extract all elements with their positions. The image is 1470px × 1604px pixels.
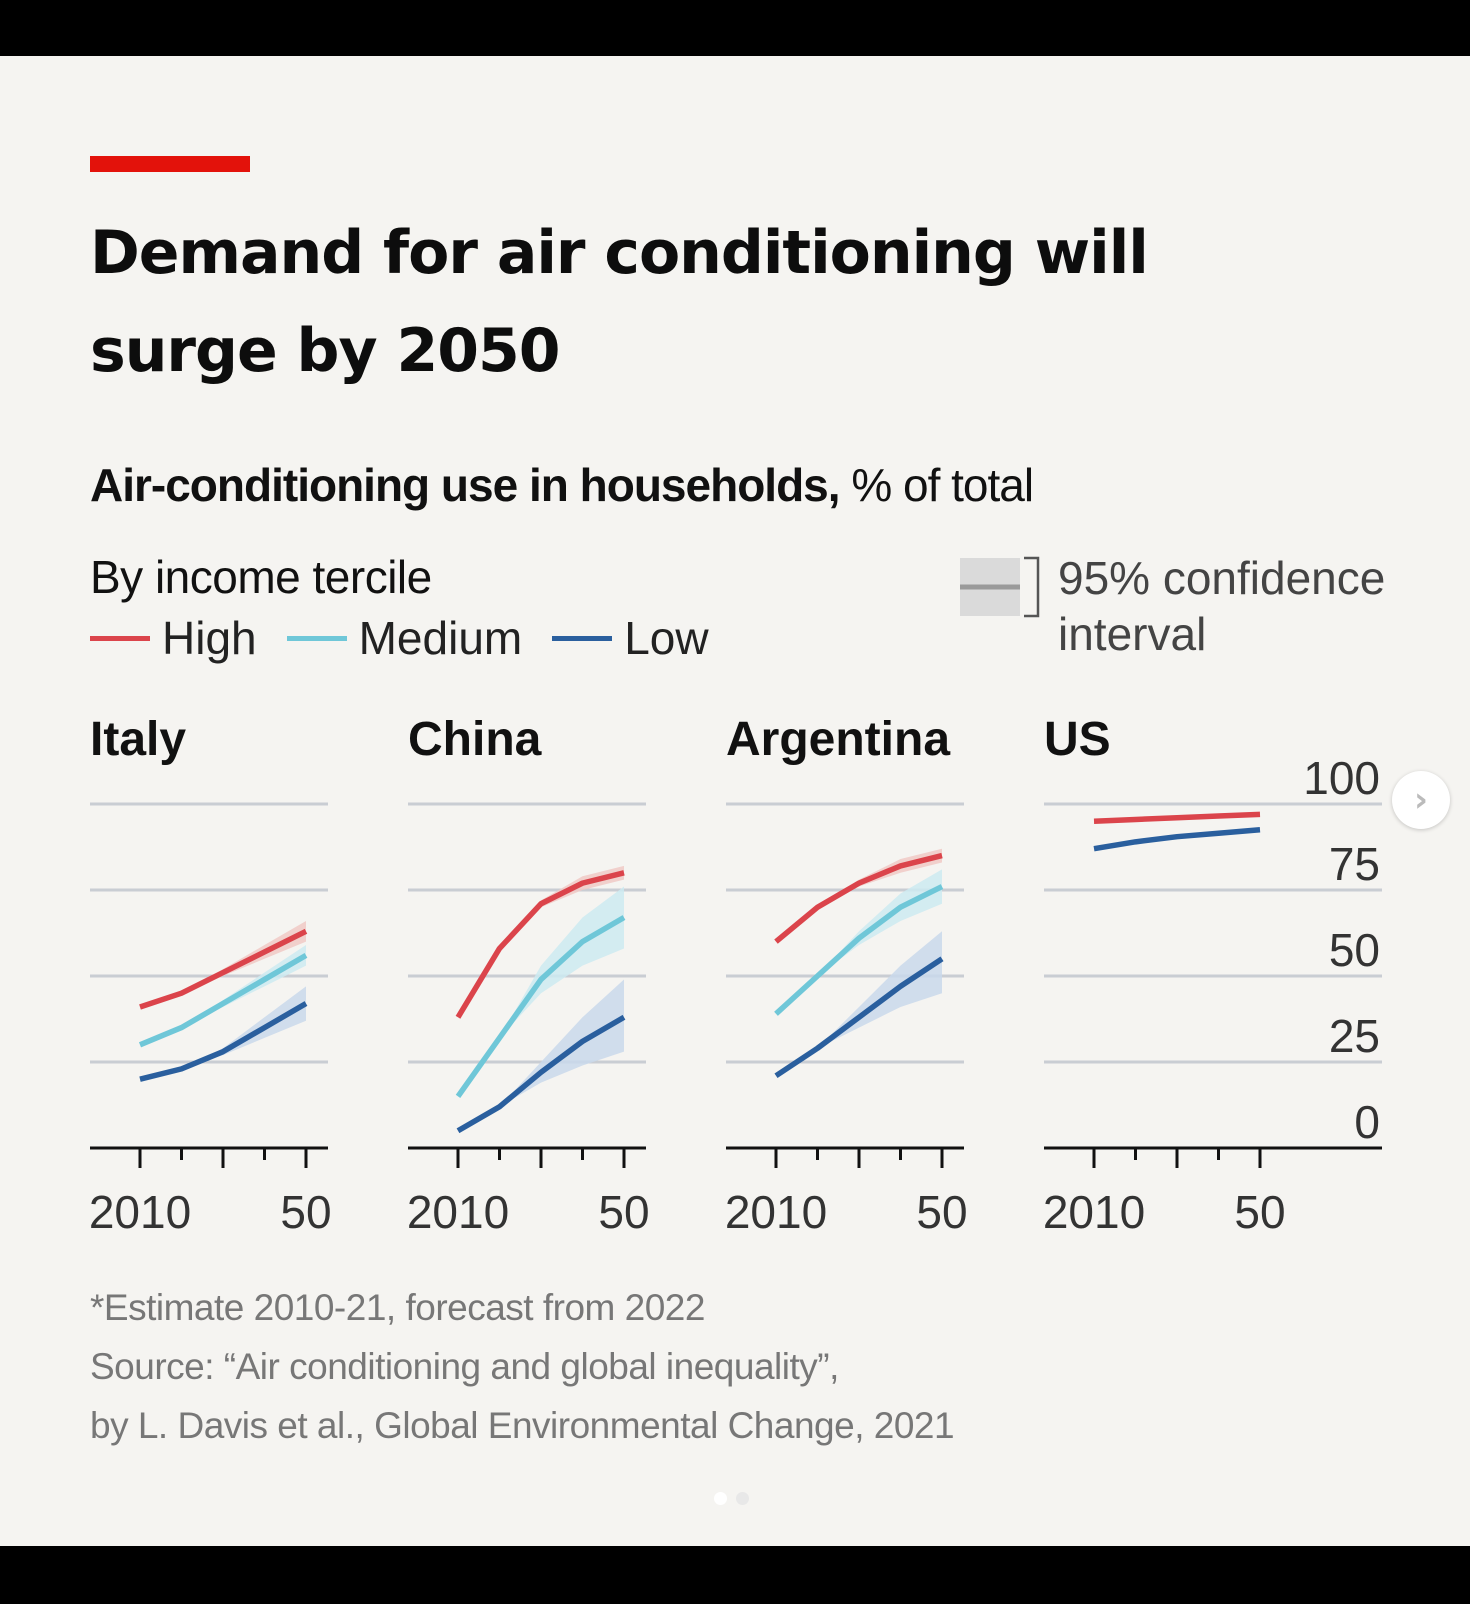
y-tick-label-75: 75 [1329, 838, 1380, 890]
footnote-citation: by L. Davis et al., Global Environmental… [90, 1405, 955, 1446]
footnote: *Estimate 2010-21, forecast from 2022 So… [90, 1278, 955, 1455]
carousel-dot-active[interactable] [714, 1492, 727, 1505]
chevron-right-icon: › [1413, 780, 1428, 820]
footnote-estimate: *Estimate 2010-21, forecast from 2022 [90, 1287, 705, 1328]
line-high-china [455, 870, 625, 1019]
ci-band-high-china [458, 865, 624, 1018]
line-high-us [1093, 811, 1261, 824]
line-low-italy [139, 1001, 308, 1082]
x-tick-label-2010-italy: 2010 [89, 1186, 191, 1238]
line-medium-china [455, 915, 626, 1098]
ci-band-low-china [458, 979, 624, 1131]
legend-label-medium: Medium [358, 612, 523, 664]
legend-label-high: High [162, 612, 257, 664]
line-low-china [456, 1014, 626, 1134]
accent-bar [90, 156, 250, 172]
legend: High Medium Low [90, 612, 739, 664]
y-tick-label-0: 0 [1354, 1096, 1380, 1148]
legend-item-medium: Medium [286, 611, 523, 665]
legend-item-low: Low [552, 611, 709, 665]
x-tick-label-2010-us: 2010 [1043, 1186, 1145, 1238]
line-low-us [1093, 827, 1261, 852]
y-tick-label-50: 50 [1329, 924, 1380, 976]
y-tick-label-100: 100 [1303, 752, 1380, 804]
x-tick-label-2050-china: 50 [598, 1186, 649, 1238]
panel-title-argentina: Argentina [726, 713, 950, 766]
x-tick-label-2010-china: 2010 [407, 1186, 509, 1238]
ci-band-low-italy [140, 986, 306, 1080]
line-medium-italy [138, 952, 308, 1048]
legend-title: By income tercile [90, 551, 432, 603]
legend-item-high: High [90, 611, 257, 665]
line-high-argentina [774, 852, 943, 944]
line-high-italy [139, 928, 308, 1010]
x-tick-label-2050-italy: 50 [280, 1186, 331, 1238]
confidence-interval-key-icon [960, 556, 1040, 618]
chart-title: Demand for air conditioning will surge b… [90, 218, 1149, 386]
confidence-interval-label: 95% confidence interval [1058, 552, 1386, 660]
chart-subtitle: Air-conditioning use in households, % of… [90, 458, 1034, 512]
legend-label-low: Low [624, 612, 709, 664]
legend-swatch-low [552, 635, 613, 641]
carousel-indicator [714, 1492, 758, 1505]
carousel-dot[interactable] [736, 1492, 749, 1505]
x-tick-label-2050-us: 50 [1234, 1186, 1285, 1238]
panel-title-china: China [408, 713, 542, 766]
chart-card: Demand for air conditioning will surge b… [0, 56, 1470, 1546]
panel-title-italy: Italy [90, 713, 186, 766]
line-low-argentina [774, 956, 944, 1079]
subtitle-bold: Air-conditioning use in households, [90, 459, 841, 511]
line-medium-argentina [774, 884, 944, 1016]
subtitle-unit: % of total [839, 459, 1034, 511]
y-tick-label-25: 25 [1329, 1010, 1380, 1062]
footnote-source: Source: “Air conditioning and global ine… [90, 1346, 839, 1387]
x-tick-label-2010-argentina: 2010 [725, 1186, 827, 1238]
next-slide-button[interactable]: › [1392, 771, 1450, 829]
legend-swatch-medium [286, 635, 347, 641]
legend-swatch-high [90, 635, 150, 641]
x-tick-label-2050-argentina: 50 [916, 1186, 967, 1238]
ci-band-low-argentina [776, 931, 942, 1076]
panel-title-us: US [1044, 713, 1111, 766]
ci-band-high-argentina [776, 848, 942, 942]
